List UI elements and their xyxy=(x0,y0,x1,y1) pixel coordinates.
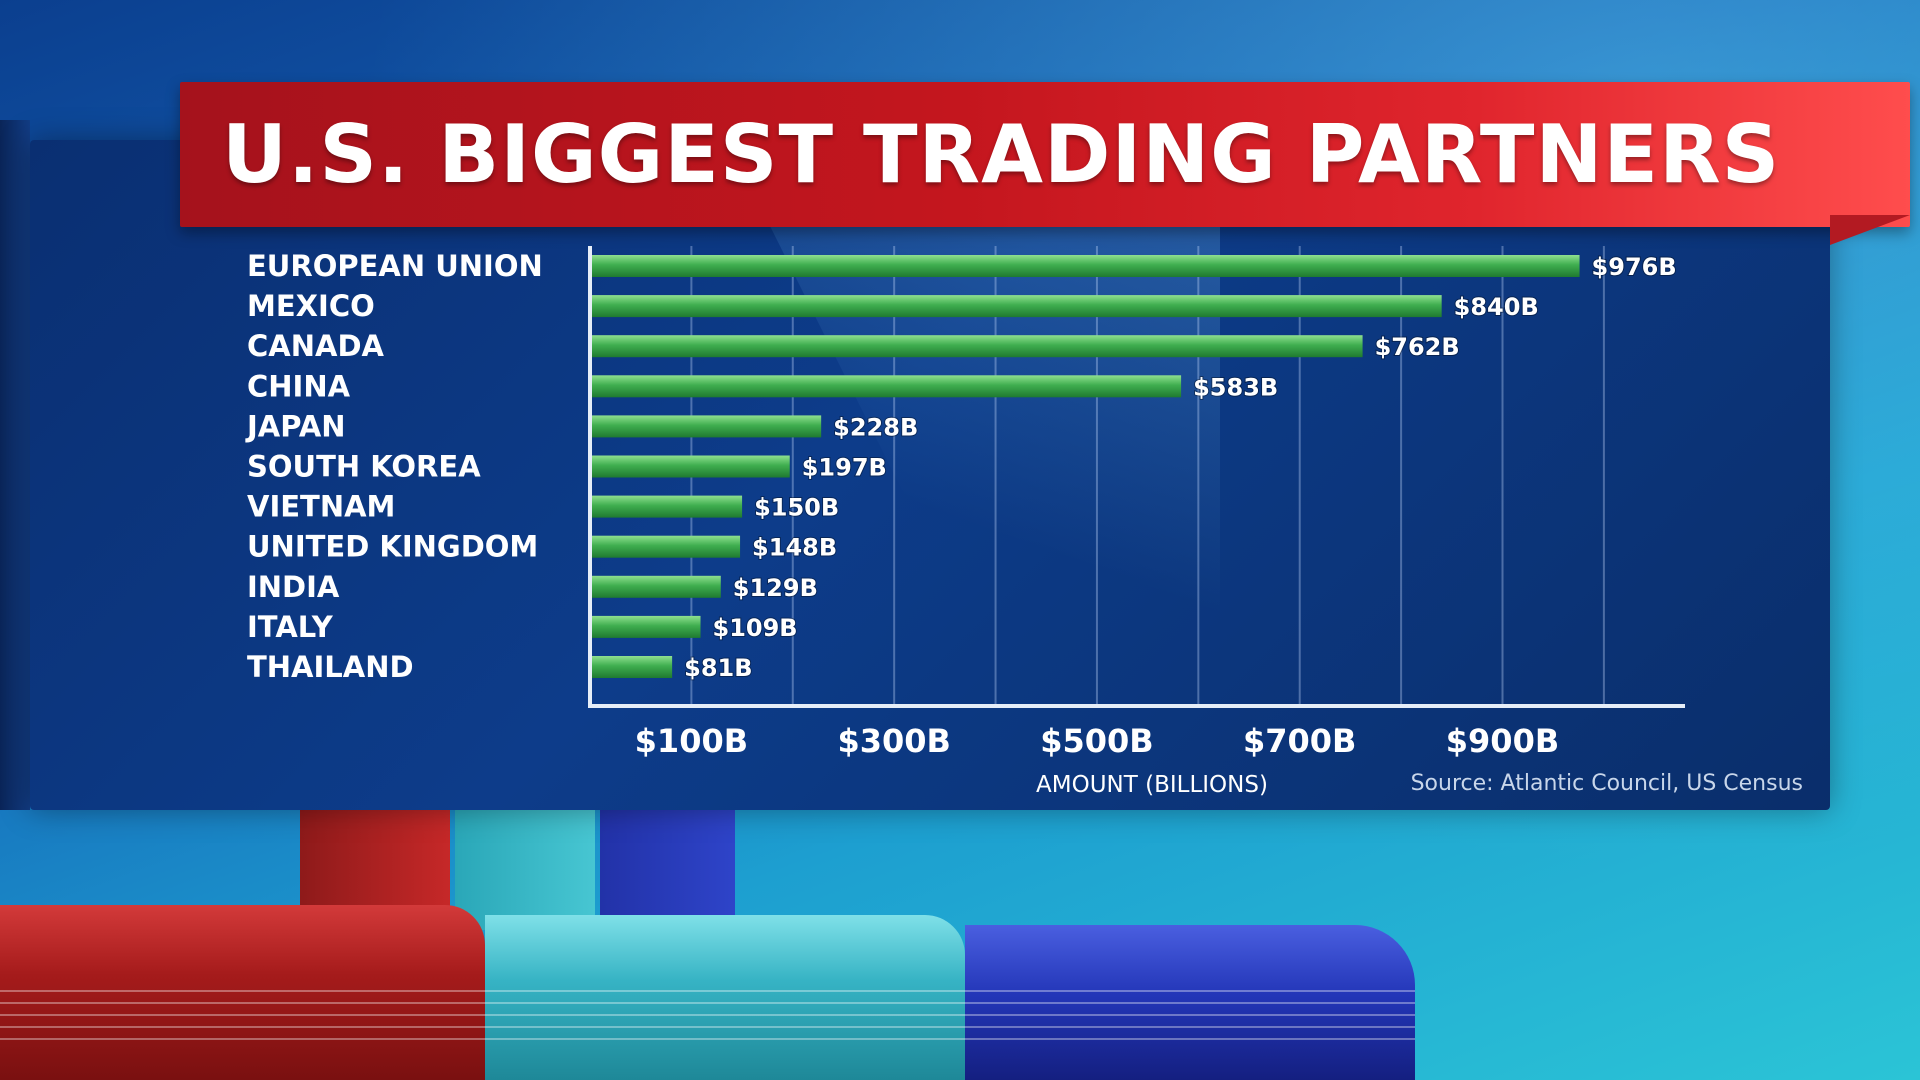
bar xyxy=(590,415,822,438)
bar xyxy=(590,495,743,518)
bars xyxy=(590,255,1580,678)
grid-lines xyxy=(690,246,1605,706)
x-tick-label: $300B xyxy=(837,722,950,760)
chart-panel xyxy=(30,140,1830,810)
bar xyxy=(590,615,701,638)
category-label: SOUTH KOREA xyxy=(247,450,481,484)
category-label: MEXICO xyxy=(247,289,375,323)
chart-title: U.S. BIGGEST TRADING PARTNERS xyxy=(222,108,1781,201)
data-label: $840B xyxy=(1454,293,1539,321)
x-tick-label: $700B xyxy=(1243,722,1356,760)
bar xyxy=(590,335,1363,358)
x-tick-label: $500B xyxy=(1040,722,1153,760)
data-label: $976B xyxy=(1592,253,1677,281)
bar xyxy=(590,295,1442,318)
bar xyxy=(590,455,790,478)
decor-cyan-post xyxy=(455,810,595,930)
bar xyxy=(590,656,673,678)
value-labels: $976B $840B $762B $583B $228B $197B $150B $148B… xyxy=(683,252,1678,683)
data-label: $197B xyxy=(802,454,887,482)
category-label: CANADA xyxy=(247,329,385,363)
data-label: $81B xyxy=(684,654,752,682)
category-labels: EUROPEAN UNION MEXICO CANADA CHINA JAPAN SOUT… xyxy=(245,249,543,684)
data-label: $148B xyxy=(752,534,837,562)
bar xyxy=(590,375,1182,398)
x-tick-labels: $100B $300B $500B $700B $900B xyxy=(635,722,1560,760)
title-banner xyxy=(180,82,1910,227)
x-tick-label: $900B xyxy=(1446,722,1559,760)
data-label: $150B xyxy=(754,494,839,522)
x-axis-title: AMOUNT (BILLIONS) xyxy=(1036,772,1268,798)
bar xyxy=(590,535,741,558)
category-label: THAILAND xyxy=(247,650,414,684)
category-label: UNITED KINGDOM xyxy=(247,530,538,564)
decor-red-ribbon xyxy=(0,905,485,1080)
decor-stripes xyxy=(0,990,1415,1050)
category-label: VIETNAM xyxy=(247,490,395,524)
decor-blue-ribbon xyxy=(965,925,1415,1080)
x-tick-label: $100B xyxy=(635,722,748,760)
data-label: $109B xyxy=(713,614,798,642)
bar xyxy=(590,575,721,598)
source-note: Source: Atlantic Council, US Census xyxy=(1411,771,1803,796)
data-label: $228B xyxy=(833,413,918,441)
decor-cyan-ribbon xyxy=(485,915,965,1080)
category-label: EUROPEAN UNION xyxy=(247,249,543,283)
decor-blue-post xyxy=(600,810,735,930)
category-label: INDIA xyxy=(247,570,340,604)
data-label: $129B xyxy=(733,574,818,602)
category-label: JAPAN xyxy=(245,409,346,443)
panel-edge xyxy=(0,120,30,810)
category-label: ITALY xyxy=(247,610,334,644)
category-label: CHINA xyxy=(247,369,351,403)
data-label: $762B xyxy=(1375,333,1460,361)
bar xyxy=(590,255,1580,277)
data-label: $583B xyxy=(1193,373,1278,401)
